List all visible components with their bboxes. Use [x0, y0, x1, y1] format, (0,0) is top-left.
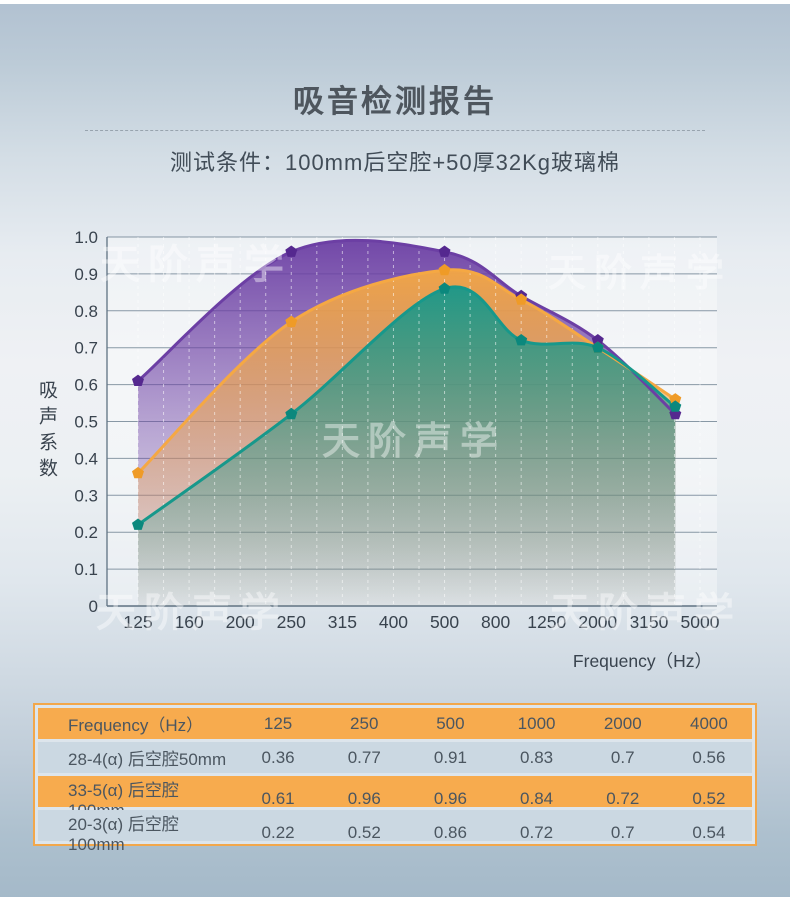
data-point-marker: [591, 341, 604, 353]
table-cell: 0.52: [692, 788, 726, 808]
data-point-marker: [438, 245, 451, 257]
svg-text:1250: 1250: [527, 612, 566, 632]
svg-text:400: 400: [379, 612, 408, 632]
data-point-marker: [438, 263, 451, 276]
data-point-marker: [285, 315, 298, 327]
table-header-row: Frequency（Hz） 125 250 500 1000 2000 4000: [38, 708, 752, 739]
table-header-cell: 125: [263, 713, 293, 733]
table-cell: 0.91: [433, 747, 467, 767]
top-margin: [0, 0, 790, 4]
table-header-cell: 250: [350, 713, 379, 733]
test-conditions: 测试条件：100mm后空腔+50厚32Kg玻璃棉: [169, 150, 621, 175]
vertical-gridlines: [137, 237, 701, 606]
data-point-marker: [132, 374, 144, 386]
table-cell: 0.96: [433, 788, 467, 808]
bottom-margin: [0, 897, 790, 908]
data-point-marker: [438, 282, 451, 294]
table-cell: 0.54: [692, 822, 726, 842]
y-axis-title: 吸声系数: [36, 380, 57, 484]
svg-text:800: 800: [481, 612, 510, 632]
table-header-cell: 1000: [517, 713, 556, 733]
table-header-cell: 2000: [603, 713, 642, 733]
svg-text:0.4: 0.4: [74, 449, 98, 468]
svg-text:125: 125: [123, 612, 152, 632]
table-cell: 0.84: [520, 788, 554, 808]
svg-text:0.7: 0.7: [74, 339, 98, 358]
data-point-marker: [285, 407, 298, 420]
table-cell: 0.77: [347, 747, 381, 767]
table-cell: 0.56: [692, 747, 726, 767]
series-area: [138, 286, 676, 606]
table-cell: 0.7: [610, 822, 635, 842]
report-title: 吸音检测报告: [293, 84, 497, 119]
svg-text:2000: 2000: [578, 612, 617, 632]
table-row: 28-4(α) 后空腔50mm 0.36 0.77 0.91 0.83 0.7 0.56: [38, 742, 752, 773]
table-cell: 0.86: [433, 822, 467, 842]
data-point-marker: [285, 245, 298, 257]
svg-text:500: 500: [430, 612, 459, 632]
svg-text:0.1: 0.1: [74, 560, 98, 579]
svg-text:160: 160: [174, 612, 203, 632]
table-cell: 0.7: [610, 747, 635, 767]
absorption-data-table: Frequency（Hz） 125 250 500 1000 2000 4000 28-4(α…: [33, 703, 757, 854]
x-tick-labels: 125 160 200 250 315 400 500 800 1250 2000 3150 5000: [123, 612, 719, 632]
row-label: 20-3(α) 后空腔100mm: [68, 815, 179, 854]
svg-text:0.6: 0.6: [74, 376, 98, 395]
data-point-marker: [591, 334, 604, 346]
table-cell: 0.72: [606, 788, 640, 808]
data-point-marker: [669, 393, 682, 405]
x-axis-title: Frequency（Hz）: [572, 651, 712, 671]
absorption-chart-canvas: 0 0.1 0.2 0.3 0.4 0.5 0.6 0.7 0.8 0.9 1.0 125 160 200…: [74, 228, 719, 632]
data-point-marker: [132, 466, 144, 479]
svg-text:0.5: 0.5: [74, 413, 98, 432]
svg-text:5000: 5000: [681, 612, 720, 632]
y-tick-labels: 0 0.1 0.2 0.3 0.4 0.5 0.6 0.7 0.8 0.9 1.0: [74, 228, 98, 616]
table-cell: 0.72: [520, 822, 554, 842]
data-point-marker: [515, 334, 528, 346]
data-point-marker: [132, 518, 144, 530]
row-label: 28-4(α) 后空腔50mm: [68, 750, 227, 769]
table-header-cell: 500: [436, 713, 465, 733]
svg-text:0: 0: [89, 597, 98, 616]
table-cell: 0.36: [261, 747, 295, 767]
table-cell: 0.52: [347, 822, 381, 842]
svg-text:0.2: 0.2: [74, 523, 98, 542]
title-divider: [85, 130, 705, 131]
svg-text:0.8: 0.8: [74, 302, 98, 321]
table-cell: 0.61: [261, 788, 295, 808]
table-header-cell: 4000: [689, 713, 728, 733]
svg-text:0.3: 0.3: [74, 486, 98, 505]
svg-text:3150: 3150: [629, 612, 668, 632]
data-point-marker: [515, 293, 528, 305]
table-cell: 0.83: [520, 747, 554, 767]
series-markers: [132, 282, 682, 530]
svg-text:1.0: 1.0: [74, 228, 98, 247]
svg-text:200: 200: [226, 612, 255, 632]
svg-text:315: 315: [328, 612, 357, 632]
table-row: 20-3(α) 后空腔100mm 0.22 0.52 0.86 0.72 0.7 0.54: [38, 810, 752, 854]
table-cell: 0.96: [347, 788, 381, 808]
table-cell: 0.22: [261, 822, 295, 842]
svg-text:0.9: 0.9: [74, 265, 98, 284]
table-header-cell: Frequency（Hz）: [68, 716, 204, 735]
svg-text:250: 250: [277, 612, 306, 632]
data-point-marker: [669, 400, 682, 412]
